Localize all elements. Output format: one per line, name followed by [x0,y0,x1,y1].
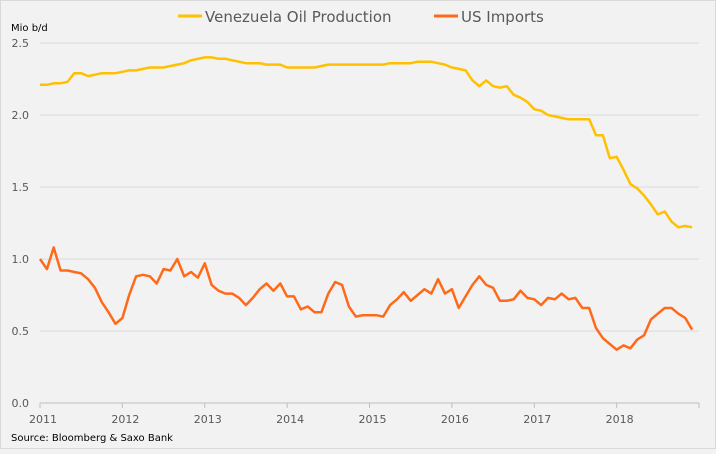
series-line-venezuela-production [40,57,692,227]
y-tick-label: 1.0 [12,253,30,266]
x-tick-label: 2011 [29,413,57,426]
x-tick-label: 2013 [194,413,222,426]
source-note: Source: Bloomberg & Saxo Bank [11,433,173,444]
x-tick-label: 2016 [441,413,469,426]
legend-label: US Imports [461,8,544,26]
x-tick-label: 2015 [359,413,387,426]
y-tick-label: 2.5 [12,37,30,50]
y-tick-label: 2.0 [12,109,30,122]
y-axis-label: Mio b/d [11,23,48,34]
x-tick-label: 2017 [523,413,551,426]
legend-label: Venezuela Oil Production [205,8,392,26]
x-tick-label: 2012 [111,413,139,426]
x-tick-label: 2018 [606,413,634,426]
series-line-us-imports [40,248,692,350]
y-tick-label: 1.5 [12,181,30,194]
y-tick-label: 0.5 [12,325,30,338]
y-tick-label: 0.0 [12,397,30,410]
x-tick-label: 2014 [276,413,304,426]
